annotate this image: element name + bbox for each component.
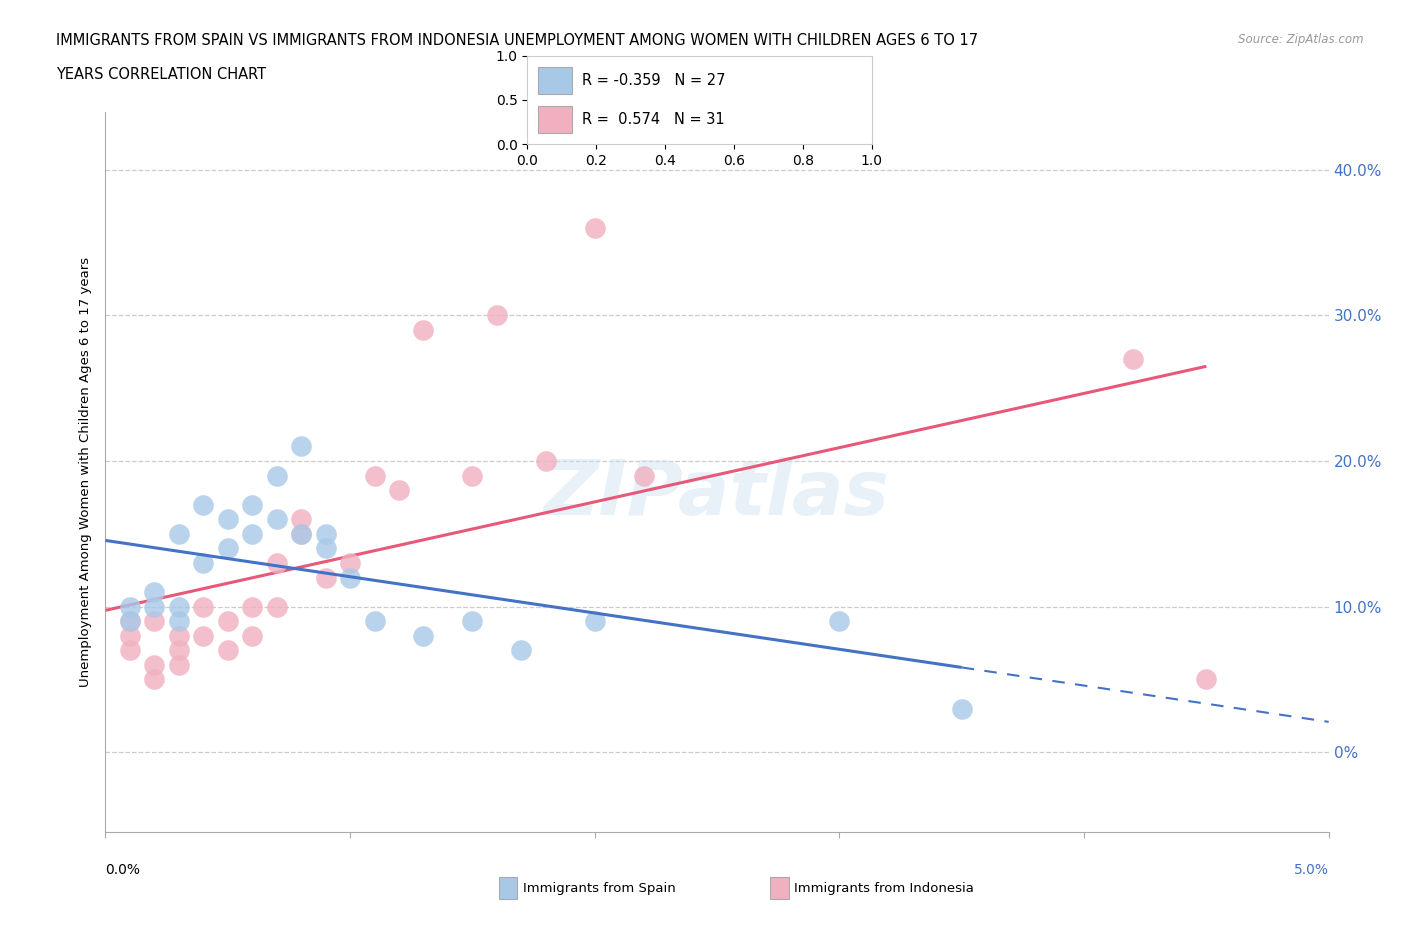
Point [118, 599, 141, 614]
Point [193, 629, 215, 644]
Point [388, 483, 411, 498]
Point [167, 526, 190, 541]
Point [315, 570, 337, 585]
Point [412, 323, 434, 338]
Point [240, 498, 263, 512]
Point [143, 658, 166, 672]
Point [339, 570, 361, 585]
Point [412, 629, 434, 644]
Point [118, 643, 141, 658]
Point [828, 614, 851, 629]
Text: 5.0%: 5.0% [1294, 863, 1329, 877]
Point [950, 701, 973, 716]
Point [167, 599, 190, 614]
Point [266, 468, 288, 483]
Point [1122, 352, 1144, 366]
Point [193, 498, 215, 512]
Point [266, 555, 288, 570]
Point [217, 614, 239, 629]
Point [266, 512, 288, 526]
Point [290, 526, 312, 541]
Point [510, 643, 533, 658]
Point [583, 220, 606, 235]
Point [193, 555, 215, 570]
Text: Immigrants from Spain: Immigrants from Spain [523, 882, 676, 895]
Point [290, 512, 312, 526]
Point [315, 541, 337, 556]
Point [290, 439, 312, 454]
Point [143, 614, 166, 629]
Point [633, 468, 655, 483]
Point [118, 614, 141, 629]
FancyBboxPatch shape [537, 67, 572, 94]
Point [240, 599, 263, 614]
Text: 0.0%: 0.0% [105, 863, 141, 877]
Point [583, 614, 606, 629]
Point [290, 526, 312, 541]
Point [461, 614, 484, 629]
Text: R =  0.574   N = 31: R = 0.574 N = 31 [582, 112, 725, 126]
Point [363, 468, 385, 483]
Point [167, 643, 190, 658]
Point [461, 468, 484, 483]
Point [217, 643, 239, 658]
Point [167, 629, 190, 644]
Point [193, 599, 215, 614]
Point [167, 614, 190, 629]
Text: Source: ZipAtlas.com: Source: ZipAtlas.com [1239, 33, 1364, 46]
Text: YEARS CORRELATION CHART: YEARS CORRELATION CHART [56, 67, 266, 82]
Point [217, 541, 239, 556]
Point [143, 585, 166, 600]
Point [118, 614, 141, 629]
Point [534, 454, 557, 469]
FancyBboxPatch shape [537, 106, 572, 133]
Text: Immigrants from Indonesia: Immigrants from Indonesia [794, 882, 974, 895]
Point [143, 672, 166, 687]
Point [485, 308, 508, 323]
Point [339, 555, 361, 570]
Point [240, 629, 263, 644]
Y-axis label: Unemployment Among Women with Children Ages 6 to 17 years: Unemployment Among Women with Children A… [79, 257, 93, 687]
Point [1195, 672, 1218, 687]
Point [143, 599, 166, 614]
Point [217, 512, 239, 526]
Point [363, 614, 385, 629]
Point [240, 526, 263, 541]
Point [118, 629, 141, 644]
Point [167, 658, 190, 672]
Point [315, 526, 337, 541]
Text: ZIPatlas: ZIPatlas [544, 457, 890, 531]
Point [266, 599, 288, 614]
Text: R = -0.359   N = 27: R = -0.359 N = 27 [582, 73, 725, 88]
Text: IMMIGRANTS FROM SPAIN VS IMMIGRANTS FROM INDONESIA UNEMPLOYMENT AMONG WOMEN WITH: IMMIGRANTS FROM SPAIN VS IMMIGRANTS FROM… [56, 33, 979, 47]
